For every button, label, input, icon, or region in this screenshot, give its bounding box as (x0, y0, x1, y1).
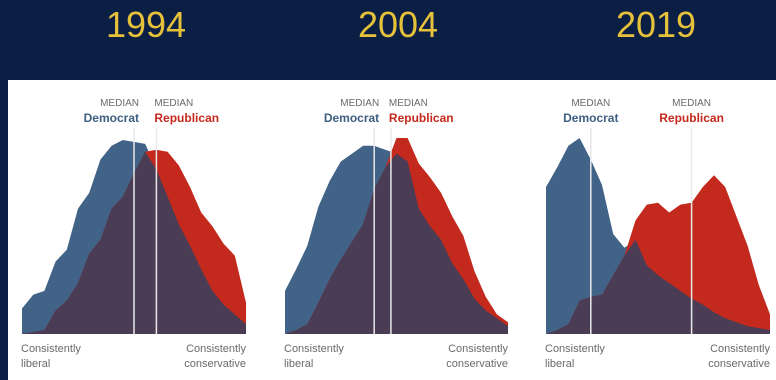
median-label-democrat-2004: Democrat (324, 111, 379, 125)
overlap-area-2004 (285, 153, 508, 334)
axis-min-label-line1-1994: Consistently (21, 343, 81, 355)
median-label-democrat-2019: Democrat (563, 111, 618, 125)
axis-min-label-line2-2004: liberal (284, 358, 313, 370)
axis-min-label-line2-2019: liberal (545, 358, 574, 370)
median-small-label-republican-2019: MEDIAN (672, 98, 711, 109)
axis-max-label-line1-2019: Consistently (710, 343, 770, 355)
axis-max-label-line2-2019: conservative (708, 358, 770, 370)
median-label-republican-2019: Republican (659, 111, 724, 125)
median-label-republican-1994: Republican (154, 111, 219, 125)
median-small-label-republican-2004: MEDIAN (389, 98, 428, 109)
median-small-label-republican-1994: MEDIAN (154, 98, 193, 109)
median-small-label-democrat-2019: MEDIAN (571, 98, 610, 109)
median-small-label-democrat-2004: MEDIAN (340, 98, 379, 109)
axis-max-label-line1-2004: Consistently (448, 343, 508, 355)
axis-min-label-line2-1994: liberal (21, 358, 50, 370)
axis-max-label-line2-1994: conservative (184, 358, 246, 370)
axis-max-label-line1-1994: Consistently (186, 343, 246, 355)
median-small-label-democrat-1994: MEDIAN (100, 98, 139, 109)
republican-area-2019 (546, 175, 770, 334)
chart-panel-2004 (285, 128, 508, 334)
overlap-area-2019 (546, 239, 770, 334)
median-label-democrat-1994: Democrat (84, 111, 139, 125)
year-title-2019: 2019 (615, 4, 697, 45)
axis-max-label-line2-2004: conservative (446, 358, 508, 370)
chart-panel-2019 (546, 128, 770, 334)
median-label-republican-2004: Republican (389, 111, 454, 125)
year-title-1994: 1994 (105, 4, 187, 45)
chart-panel-1994 (22, 128, 246, 334)
axis-min-label-line1-2019: Consistently (545, 343, 605, 355)
axis-min-label-line1-2004: Consistently (284, 343, 344, 355)
year-title-2004: 2004 (357, 4, 439, 45)
democrat-area-2019 (546, 138, 770, 334)
